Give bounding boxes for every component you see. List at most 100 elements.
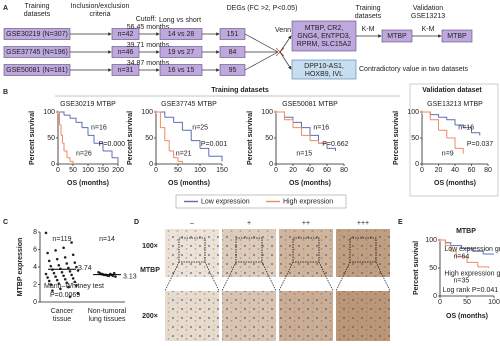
- survival-step: [430, 114, 439, 118]
- result: MTBP: [387, 33, 407, 40]
- header-text: criteria: [89, 11, 110, 18]
- survival-step: [208, 155, 223, 162]
- header-text: GSE13213: [411, 13, 445, 20]
- header-text: datasets: [24, 11, 51, 18]
- survival-step: [182, 129, 192, 141]
- connector: [204, 261, 220, 292]
- survival-step: [58, 111, 60, 125]
- survival-step: [318, 142, 328, 145]
- y-tick-label: 50: [145, 135, 153, 142]
- cutoff: 39.71 months: [127, 42, 170, 49]
- annotation: n=16: [91, 124, 107, 131]
- y-tick-label: 100: [261, 109, 273, 116]
- header-text: Inclusion/exclusion: [71, 3, 130, 10]
- data-point: [44, 272, 48, 276]
- connector: [279, 51, 292, 70]
- connector: [244, 51, 279, 71]
- result-box: [441, 29, 473, 43]
- connector: [375, 261, 391, 292]
- y-tick-label: 0: [149, 161, 153, 168]
- micrograph: [165, 291, 219, 341]
- data-point: [46, 276, 49, 279]
- survival-step: [67, 157, 71, 162]
- category-label: Cancer: [51, 308, 74, 315]
- y-tick-label: 6: [33, 246, 37, 253]
- data-point: [114, 275, 117, 278]
- survival-step: [70, 160, 74, 164]
- x-tick-label: 0: [154, 167, 158, 174]
- survival-step: [438, 116, 448, 120]
- connector: [318, 261, 334, 292]
- header-text: Venn: [275, 27, 291, 34]
- result: MTBP: [447, 33, 467, 40]
- plot-title: GSE37745 MTBP: [161, 101, 217, 108]
- annotation: n=25: [192, 124, 208, 131]
- micrograph: [279, 291, 333, 341]
- data-point: [70, 273, 73, 277]
- x-tick-label: 100: [488, 299, 500, 306]
- data-point: [76, 269, 80, 272]
- micrograph: [336, 229, 390, 277]
- data-point: [71, 277, 75, 280]
- survival-step: [169, 150, 175, 158]
- micrograph: [222, 229, 276, 277]
- survival-step: [310, 134, 319, 144]
- header-text: Cutoff:: [136, 16, 157, 23]
- mean-label: 3.74: [78, 265, 92, 272]
- survival-step: [422, 111, 431, 120]
- x-tick-label: 100: [194, 167, 206, 174]
- panel-label: B: [3, 89, 8, 96]
- data-point: [75, 265, 78, 269]
- header-text: Training: [24, 3, 49, 10]
- survival-step: [64, 150, 68, 158]
- connector: [221, 261, 237, 292]
- survival-step: [445, 242, 452, 246]
- mean-label: 3.13: [123, 273, 137, 280]
- x-tick-label: 20: [435, 167, 443, 174]
- dataset: GSE37745 (N=196): [6, 49, 68, 56]
- y-axis-label: Percent survival: [393, 111, 400, 165]
- survival-step: [76, 121, 83, 128]
- y-axis-label: Percent survival: [247, 111, 254, 165]
- survival-step: [59, 124, 62, 136]
- data-point: [62, 274, 65, 278]
- data-point: [46, 251, 49, 255]
- row-label: 100×: [142, 243, 158, 250]
- header-text: K-M: [422, 26, 435, 33]
- plot-title: MTBP: [456, 228, 476, 235]
- header-text: datasets: [355, 13, 382, 20]
- legend-frame: [175, 194, 347, 209]
- survival-step: [310, 140, 319, 144]
- data-point: [57, 282, 61, 285]
- survival-step: [284, 119, 294, 128]
- survival-step: [327, 147, 336, 151]
- y-axis-label: Percent survival: [413, 241, 420, 295]
- gene-list: GNG4, ENTPD3,: [297, 33, 350, 40]
- x-axis-label: OS (months): [168, 180, 210, 187]
- survival-step: [471, 132, 481, 136]
- survival-step: [438, 129, 448, 138]
- deg-count: 151: [227, 31, 239, 38]
- y-tick-label: 100: [43, 109, 55, 116]
- y-tick-label: 4: [33, 264, 37, 271]
- survival-step: [455, 124, 464, 128]
- x-tick-label: 100: [82, 167, 94, 174]
- annotation: P=0.001: [201, 141, 227, 148]
- survival-step: [191, 140, 201, 149]
- annotation: n=26: [76, 150, 92, 157]
- annotation: P=0.000: [99, 141, 125, 148]
- data-point: [67, 266, 70, 270]
- connector: [335, 261, 351, 292]
- compare: 19 vs 27: [168, 49, 195, 56]
- count: n=42: [118, 31, 134, 38]
- data-point: [60, 270, 64, 274]
- panel-label: D: [134, 219, 139, 226]
- survival-step: [164, 140, 170, 151]
- micrograph: [279, 229, 333, 277]
- contra-note: Contradictory value in two datasets: [359, 66, 468, 73]
- connector: [164, 261, 180, 292]
- y-tick-label: 0: [433, 293, 437, 300]
- survival-step: [164, 116, 175, 123]
- row-label: 200×: [142, 313, 158, 320]
- column-header: –: [190, 220, 194, 227]
